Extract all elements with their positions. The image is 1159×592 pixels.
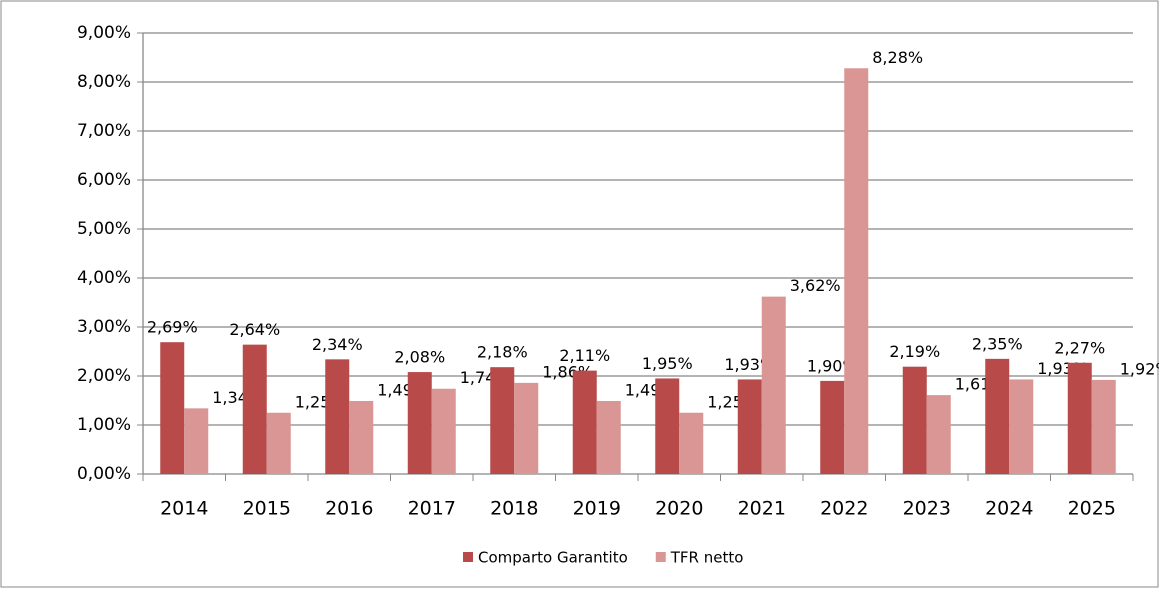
bar (514, 382, 539, 474)
bar (266, 412, 291, 474)
bar (844, 68, 869, 474)
bar (902, 366, 927, 474)
bar (160, 342, 185, 474)
data-label: 2,18% (477, 343, 528, 362)
bar (1009, 379, 1034, 474)
bar (737, 379, 762, 474)
data-label: 3,62% (790, 276, 841, 295)
bar (490, 367, 515, 474)
y-tick-label: 9,00% (77, 23, 131, 43)
bar (820, 380, 845, 474)
data-label: 2,19% (889, 342, 940, 361)
legend-label: Comparto Garantito (478, 549, 628, 567)
bar (325, 359, 350, 474)
data-label: 1,95% (642, 354, 693, 373)
data-label: 2,08% (394, 348, 445, 367)
data-label: 2,64% (229, 320, 280, 339)
legend-swatch (655, 552, 666, 562)
bar (655, 378, 680, 474)
data-label: 8,28% (872, 48, 923, 67)
x-tick-label: 2023 (903, 498, 951, 520)
bar (926, 395, 951, 474)
x-tick-label: 2021 (738, 498, 786, 520)
x-tick-label: 2014 (160, 498, 208, 520)
y-tick-label: 5,00% (77, 219, 131, 239)
x-tick-label: 2015 (243, 498, 291, 520)
data-label: 2,11% (559, 346, 610, 365)
data-label: 1,92% (1120, 359, 1159, 378)
bar (407, 372, 432, 474)
data-label: 2,27% (1054, 338, 1105, 357)
bar (349, 400, 374, 474)
data-label: 2,69% (147, 318, 198, 337)
y-tick-label: 1,00% (77, 415, 131, 435)
y-tick-label: 3,00% (77, 317, 131, 337)
x-tick-label: 2025 (1068, 498, 1116, 520)
data-label: 2,34% (312, 335, 363, 354)
bar (985, 358, 1010, 474)
bar (596, 400, 621, 474)
bar (431, 388, 456, 474)
bar (1067, 362, 1092, 474)
bar (572, 370, 597, 474)
x-tick-label: 2017 (408, 498, 456, 520)
bar (242, 344, 267, 474)
legend-label: TFR netto (670, 549, 744, 567)
y-tick-label: 8,00% (77, 72, 131, 92)
legend-swatch (463, 552, 473, 562)
y-tick-label: 6,00% (77, 170, 131, 190)
y-tick-label: 4,00% (77, 268, 131, 288)
bar (679, 412, 704, 474)
y-tick-label: 2,00% (77, 366, 131, 386)
data-label: 2,35% (972, 334, 1023, 353)
x-tick-label: 2024 (985, 498, 1033, 520)
y-tick-label: 7,00% (77, 121, 131, 141)
x-tick-label: 2018 (490, 498, 538, 520)
x-tick-label: 2020 (655, 498, 703, 520)
x-tick-label: 2016 (325, 498, 373, 520)
bar (761, 296, 786, 474)
y-tick-label: 0,00% (77, 464, 131, 484)
x-tick-label: 2019 (573, 498, 621, 520)
bar (184, 408, 209, 474)
x-tick-label: 2022 (820, 498, 868, 520)
bar (1091, 379, 1116, 474)
